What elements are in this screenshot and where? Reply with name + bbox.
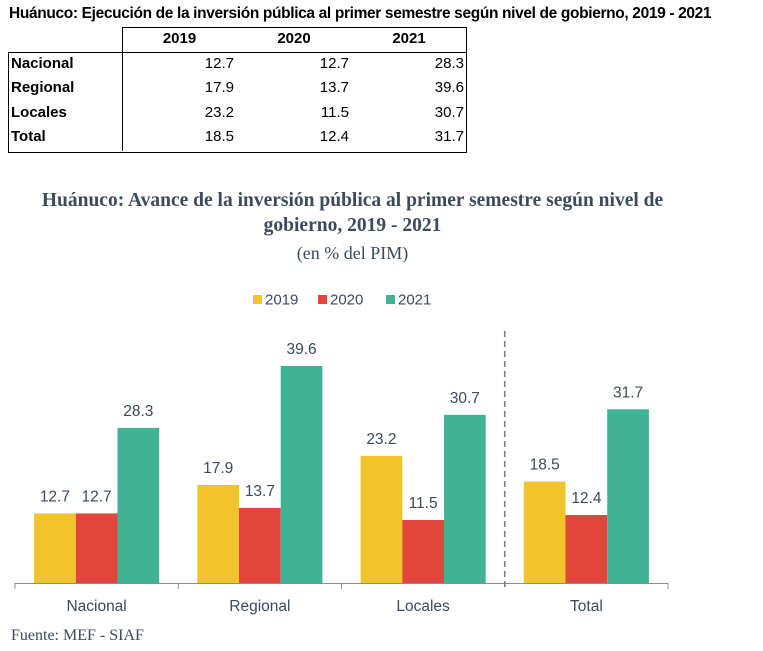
cell-value: 39.6: [434, 79, 464, 96]
bar-total-2021: [607, 409, 649, 583]
data-label: 23.2: [366, 431, 396, 448]
table-header-row: 2019 2020 2021: [8, 27, 466, 52]
cell-value: 12.7: [319, 54, 349, 72]
row-label: Nacional: [11, 54, 74, 72]
col-header: 2019: [162, 30, 197, 47]
table-row: Total 18.5 12.4 31.7: [8, 125, 466, 150]
bar-locales-2019: [360, 455, 403, 583]
data-label: 17.9: [203, 460, 233, 477]
data-label: 30.7: [450, 390, 480, 407]
data-table: 2019 2020 2021 Nacional 12.7 12.7 28.3 R…: [8, 27, 466, 150]
table-corner: [8, 27, 122, 52]
row-label: Regional: [11, 79, 75, 96]
cell-value: 30.7: [434, 103, 464, 121]
row-label: Locales: [11, 103, 67, 121]
cell-value: 12.7: [204, 54, 234, 72]
legend-label-2021: 2021: [398, 292, 431, 309]
chart-title-line-1: Huánuco: Avance de la inversión pública …: [41, 190, 664, 211]
x-axis: Nacional Regional Locales Total: [14, 331, 669, 615]
legend: 2019 2020 2021: [253, 292, 431, 309]
row-label: Total: [11, 128, 46, 145]
data-label: 28.3: [123, 403, 153, 420]
bar-regional-2019: [197, 484, 239, 583]
cell-value: 31.7: [434, 128, 464, 145]
legend-label-2020: 2020: [330, 292, 363, 309]
legend-swatch-2021: [386, 295, 395, 304]
cell-value: 18.5: [204, 128, 234, 145]
category-label-total: Total: [570, 598, 603, 615]
bar-nacional-2019: [34, 513, 76, 583]
col-header: 2021: [392, 30, 426, 47]
table-row: Locales 23.2 11.5 30.7: [8, 101, 466, 126]
bar-locales-2020: [402, 520, 444, 583]
data-label: 31.7: [613, 384, 643, 401]
data-label: 12.4: [571, 490, 602, 507]
bar-regional-2021: [280, 366, 323, 583]
table-row: Nacional 12.7 12.7 28.3: [8, 52, 466, 77]
data-label: 13.7: [245, 483, 275, 500]
bar-nacional-2021: [117, 427, 160, 583]
legend-label-2019: 2019: [265, 292, 298, 309]
cell-value: 13.7: [319, 79, 349, 96]
category-label-locales: Locales: [396, 598, 450, 615]
data-label: 11.5: [409, 495, 438, 512]
chart-subtitle: (en % del PIM): [296, 243, 409, 263]
cell-value: 17.9: [204, 79, 234, 96]
cell-value: 12.4: [319, 128, 349, 145]
data-labels: 12.7 12.7 28.3 17.9 13.7 39.6 23.2 11.5 30.7 18.5…: [40, 341, 643, 512]
chart-title-line-2: gobierno, 2019 - 2021: [263, 215, 442, 236]
data-label: 18.5: [530, 457, 560, 474]
legend-swatch-2019: [253, 295, 262, 304]
category-label-regional: Regional: [229, 598, 290, 615]
bar-regional-2020: [239, 507, 281, 583]
chart-title: Huánuco: Avance de la inversión pública …: [0, 188, 705, 238]
bar-chart: 2019 2020 2021 12.7 12.7 28.3 17.9 13.7 39.6 23.…: [14, 292, 669, 615]
data-label: 12.7: [82, 488, 112, 505]
table-row: Regional 17.9 13.7 39.6: [8, 76, 466, 101]
bar-total-2019: [523, 481, 566, 583]
bars: [34, 366, 649, 583]
bar-locales-2021: [444, 414, 486, 583]
cell-value: 28.3: [434, 54, 464, 72]
table-title: Huánuco: Ejecución de la inversión públi…: [9, 5, 712, 22]
data-label: 12.7: [40, 488, 70, 505]
category-label-nacional: Nacional: [66, 598, 126, 615]
data-label: 39.6: [287, 341, 317, 358]
bar-total-2020: [565, 515, 608, 583]
col-header: 2020: [277, 30, 311, 47]
cell-value: 11.5: [320, 103, 349, 121]
source-note: Fuente: MEF - SIAF: [11, 627, 144, 644]
bar-nacional-2020: [75, 513, 118, 583]
legend-swatch-2020: [318, 295, 327, 304]
cell-value: 23.2: [204, 103, 234, 121]
